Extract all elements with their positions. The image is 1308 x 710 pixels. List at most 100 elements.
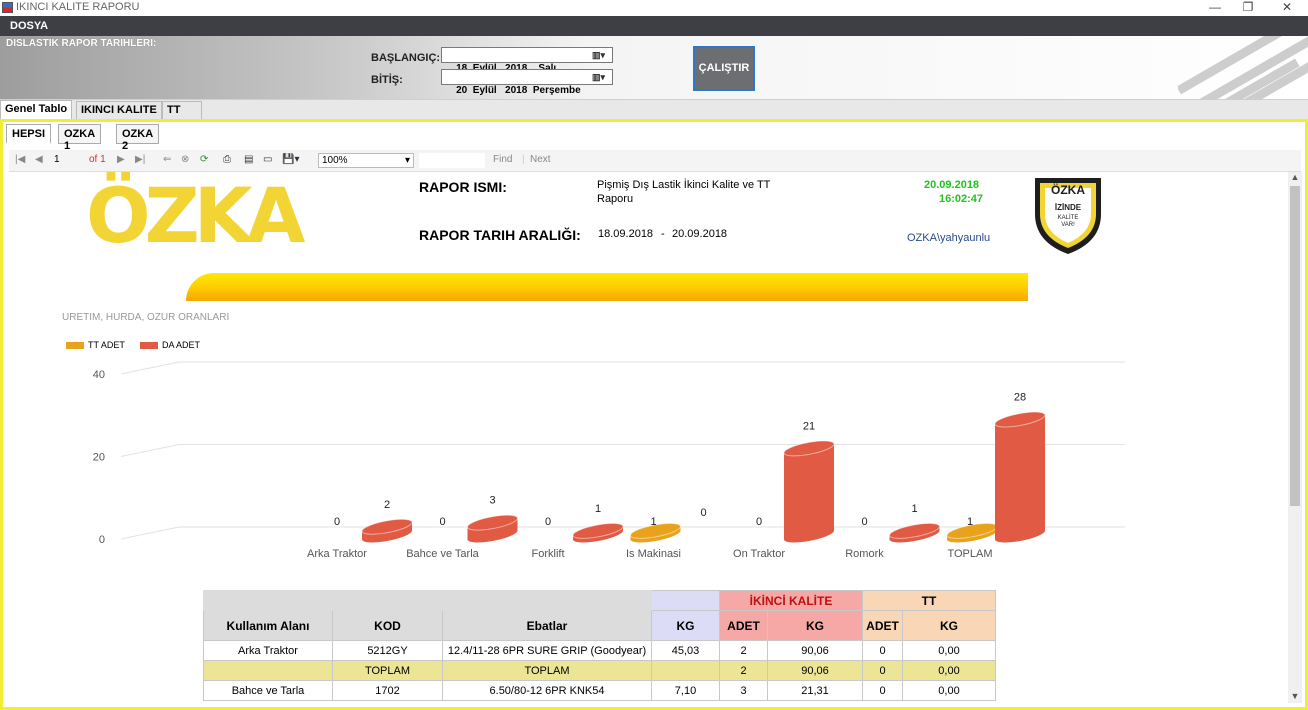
print-time: 16:02:47 xyxy=(939,193,984,205)
bar-da-top xyxy=(889,522,940,539)
x-category-label: Is Makinasi xyxy=(626,548,681,560)
report-range-label: RAPOR TARIH ARALIĞI: xyxy=(419,227,581,243)
refresh-icon[interactable]: ⟳ xyxy=(200,154,209,165)
menu-file[interactable]: DOSYA xyxy=(10,20,49,32)
bar-da-top xyxy=(361,518,413,535)
subtab-hepsi[interactable]: HEPSI xyxy=(6,124,52,144)
cell-tt-adet: 0 xyxy=(862,660,903,681)
zoom-select[interactable]: 100% ▾ xyxy=(318,153,414,168)
data-label-tt: 1 xyxy=(650,516,656,528)
y-tick-label: 20 xyxy=(93,452,105,464)
cell-kod: 1702 xyxy=(332,680,443,701)
calendar-dropdown-icon[interactable]: ▥▾ xyxy=(592,72,606,82)
cell-ebat: TOPLAM xyxy=(442,660,652,681)
cell-adet: 2 xyxy=(719,640,768,661)
shield-slogan-line-1: İZİNDE xyxy=(1055,203,1082,212)
gridline-slant xyxy=(120,444,180,457)
subtab-ozka-1[interactable]: OZKA 1 xyxy=(58,124,101,152)
table-row: Arka Traktor 5212GY 12.4/11-28 6PR SURE … xyxy=(203,640,996,661)
cell-kg: 45,03 xyxy=(651,640,720,661)
report-panel: HEPSI OZKA 1 OZKA 2 |◀ ◀ 1 of 1 ▶ ▶| ⇐ ⊗… xyxy=(0,119,1308,710)
tab-genel-tablo[interactable]: Genel Tablo xyxy=(0,100,73,119)
cell-ik-kg: 21,31 xyxy=(767,680,863,701)
data-label-tt: 0 xyxy=(439,516,445,528)
previous-page-icon[interactable]: ◀ xyxy=(35,154,43,165)
start-date-picker[interactable]: 18 Eylül 2018 Salı ▥▾ xyxy=(441,47,613,74)
blank-header-cell xyxy=(203,590,652,611)
bar-da xyxy=(994,411,1046,543)
vertical-scrollbar[interactable]: ▲ ▼ xyxy=(1288,172,1302,703)
page-setup-icon[interactable]: ▭ xyxy=(263,154,273,165)
print-icon[interactable]: ⎙ xyxy=(223,154,231,165)
gridline-slant xyxy=(120,361,180,375)
y-tick-label: 40 xyxy=(93,369,105,381)
find-input[interactable] xyxy=(419,153,485,168)
tt-group-header: TT xyxy=(862,590,996,611)
data-label-da: 0 xyxy=(700,507,706,519)
bar-da-top xyxy=(783,440,835,457)
report-name-label: RAPOR ISMI: xyxy=(419,179,507,195)
title-bar: IKINCI KALITE RAPORU — ❐ ✕ xyxy=(0,0,1308,16)
menu-bar: DOSYA xyxy=(0,16,1308,36)
next-link[interactable]: Next xyxy=(530,154,551,165)
last-page-icon[interactable]: ▶| xyxy=(135,154,146,165)
bar-da xyxy=(467,514,518,543)
first-page-icon[interactable]: |◀ xyxy=(15,154,26,165)
scroll-down-icon[interactable]: ▼ xyxy=(1290,691,1300,701)
data-label-da: 3 xyxy=(489,495,495,507)
x-category-label: Romork xyxy=(845,548,884,560)
user-name: OZKA\yahyaunlu xyxy=(907,232,991,244)
bar-chart: 0 20 40 0 2 Arka Traktor 0 3 Bahce ve Tarla 0 1 For… xyxy=(93,361,1125,560)
cell-kullanim: Bahce ve Tarla xyxy=(203,680,333,701)
data-label-tt: 1 xyxy=(967,516,973,528)
end-date-picker[interactable]: 20 Eylül 2018 Perşembe ▥▾ xyxy=(441,69,613,96)
column-tt-kg: KG xyxy=(902,610,996,641)
table-total-row: TOPLAM TOPLAM 2 90,06 0 0,00 xyxy=(203,660,996,681)
data-label-tt: 0 xyxy=(756,516,762,528)
tab-tt[interactable]: TT xyxy=(162,101,202,119)
cell-tt-kg: 0,00 xyxy=(902,660,996,681)
toolbar-separator: | xyxy=(522,154,525,165)
legend-label-da: DA ADET xyxy=(162,340,201,350)
range-separator: - xyxy=(661,228,665,240)
page-count: of 1 xyxy=(89,154,106,165)
main-tabs: Genel Tablo IKINCI KALITE TT xyxy=(0,100,1308,119)
bar-da xyxy=(361,518,413,543)
export-icon[interactable]: 💾▾ xyxy=(282,154,300,165)
column-ik-kg: KG xyxy=(767,610,863,641)
column-kullanim: Kullanım Alanı xyxy=(203,610,333,641)
report-toolbar: |◀ ◀ 1 of 1 ▶ ▶| ⇐ ⊗ ⟳ ⎙ ▤ ▭ 💾▾ 100% ▾ F… xyxy=(9,150,1301,172)
print-layout-icon[interactable]: ▤ xyxy=(244,154,254,165)
cell-ik-kg: 90,06 xyxy=(767,640,863,661)
scroll-up-icon[interactable]: ▲ xyxy=(1290,172,1300,182)
run-button[interactable]: ÇALIŞTIR xyxy=(693,46,755,91)
app-icon xyxy=(2,2,13,13)
legend-da: DA ADET xyxy=(140,340,200,350)
cell-ebat: 12.4/11-28 6PR SURE GRIP (Goodyear) xyxy=(442,640,652,661)
column-ik-adet: ADET xyxy=(719,610,768,641)
tab-ikinci-kalite[interactable]: IKINCI KALITE xyxy=(76,101,162,119)
data-label-da: 28 xyxy=(1014,392,1026,404)
cell-tt-kg: 0,00 xyxy=(902,680,996,701)
cell-tt-kg: 0,00 xyxy=(902,640,996,661)
close-button[interactable]: ✕ xyxy=(1281,0,1293,14)
back-icon[interactable]: ⇐ xyxy=(163,154,172,165)
ikinci-kalite-group-header: İKİNCİ KALİTE xyxy=(719,590,863,611)
cell-ik-kg: 90,06 xyxy=(767,660,863,681)
find-link[interactable]: Find xyxy=(493,154,513,165)
chart-title: URETIM, HURDA, OZUR ORANLARI xyxy=(62,312,230,323)
subtab-ozka-2[interactable]: OZKA 2 xyxy=(116,124,159,152)
stop-icon[interactable]: ⊗ xyxy=(181,154,190,165)
column-ebatlar: Ebatlar xyxy=(442,610,652,641)
data-label-da: 21 xyxy=(803,420,815,432)
minimize-button[interactable]: — xyxy=(1209,0,1221,14)
shield-slogan-line-3: VAR! xyxy=(1061,222,1075,228)
data-label-tt: 0 xyxy=(334,516,340,528)
legend-label-tt: TT ADET xyxy=(88,340,125,350)
next-page-icon[interactable]: ▶ xyxy=(117,154,125,165)
restore-button[interactable]: ❐ xyxy=(1242,0,1254,14)
scroll-thumb[interactable] xyxy=(1290,186,1300,506)
page-number-input[interactable]: 1 xyxy=(54,154,60,165)
column-kod: KOD xyxy=(332,610,443,641)
calendar-dropdown-icon[interactable]: ▥▾ xyxy=(592,50,606,60)
